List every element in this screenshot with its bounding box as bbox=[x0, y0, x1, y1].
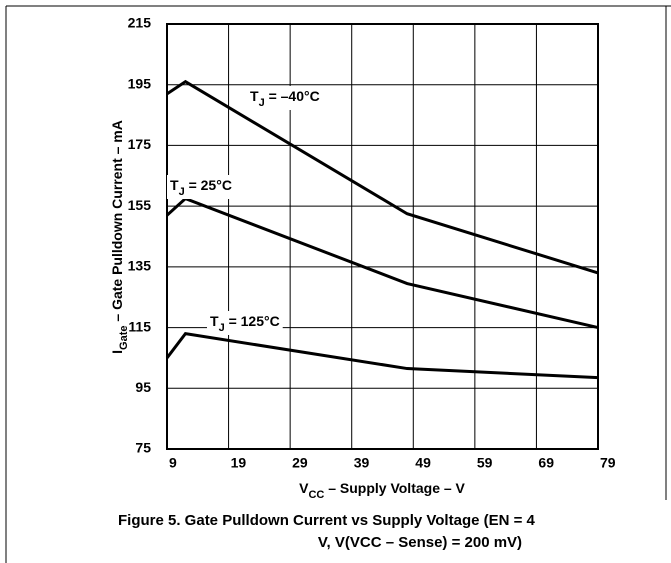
x-axis-label-rest: – Supply Voltage – V bbox=[324, 480, 465, 496]
x-tick-label: 39 bbox=[354, 455, 370, 471]
y-axis-label-rest: – Gate Pulldown Current – mA bbox=[109, 120, 125, 325]
label-bg bbox=[207, 311, 283, 335]
series-label-rest: = –40°C bbox=[265, 88, 320, 104]
x-tick-label: 29 bbox=[292, 455, 308, 471]
x-axis-label-main: V bbox=[299, 480, 309, 496]
y-tick-label: 95 bbox=[135, 379, 151, 395]
x-axis-label-sub: CC bbox=[308, 489, 324, 501]
series-label: TJ = 125°C bbox=[210, 313, 280, 334]
series-label-sub: J bbox=[259, 97, 265, 109]
x-tick-label: 9 bbox=[169, 455, 177, 471]
x-tick-label: 49 bbox=[415, 455, 431, 471]
series-label-rest: = 25°C bbox=[185, 177, 232, 193]
y-tick-label: 115 bbox=[128, 318, 151, 334]
y-tick-label: 75 bbox=[135, 440, 151, 456]
label-bg bbox=[167, 175, 235, 199]
series-label: TJ = 25°C bbox=[170, 177, 232, 198]
y-axis-label-sub: Gate bbox=[118, 326, 130, 350]
caption-line: Figure 5. Gate Pulldown Current vs Suppl… bbox=[118, 512, 536, 529]
series-label-sub: J bbox=[219, 322, 225, 334]
y-tick-label: 195 bbox=[128, 75, 152, 91]
y-tick-label: 155 bbox=[128, 197, 152, 213]
series-line bbox=[166, 79, 599, 275]
x-axis-label: VCC – Supply Voltage – V bbox=[299, 480, 465, 501]
y-tick-label: 215 bbox=[128, 15, 152, 31]
series-label-sub: J bbox=[179, 186, 185, 198]
y-tick-label: 135 bbox=[128, 258, 152, 274]
y-axis-label-main: I bbox=[109, 350, 125, 354]
series-line bbox=[165, 196, 599, 330]
caption-line: V, V(VCC – Sense) = 200 mV) bbox=[318, 534, 522, 551]
series-label-rest: = 125°C bbox=[225, 313, 280, 329]
x-tick-label: 59 bbox=[477, 455, 493, 471]
series-label-main: T bbox=[250, 88, 259, 104]
y-axis-label: IGate – Gate Pulldown Current – mA bbox=[109, 120, 130, 354]
series-label: TJ = –40°C bbox=[250, 88, 320, 109]
series-label-main: T bbox=[170, 177, 179, 193]
x-tick-label: 19 bbox=[231, 455, 247, 471]
y-tick-label: 175 bbox=[128, 136, 152, 152]
series-label-main: T bbox=[210, 313, 219, 329]
x-tick-label: 69 bbox=[538, 455, 554, 471]
label-bg bbox=[247, 86, 323, 110]
plot-border bbox=[166, 23, 599, 450]
series-line bbox=[165, 332, 599, 380]
x-tick-label: 79 bbox=[600, 455, 616, 471]
